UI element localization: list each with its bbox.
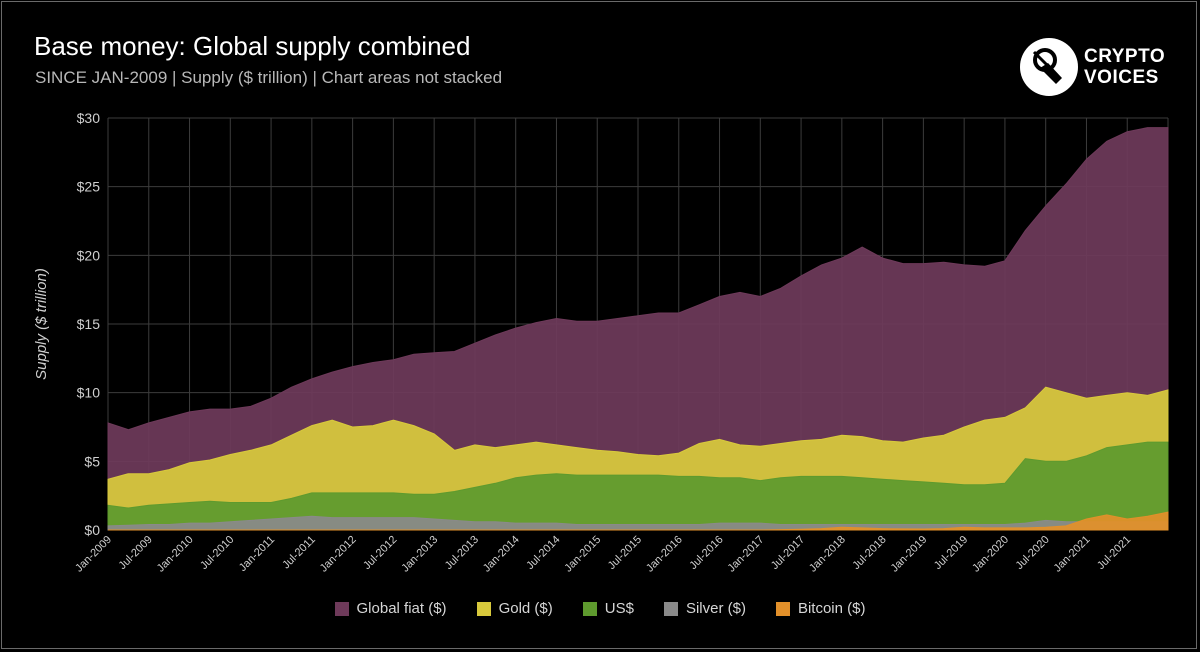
legend: Global fiat ($) Gold ($) US$ Silver ($) Bitc… [0, 600, 1200, 617]
legend-item-usd: US$ [582, 600, 634, 617]
x-tick-label: Jan-2015 [562, 534, 603, 575]
legend-swatch [334, 601, 349, 616]
x-tick-label: Jan-2014 [481, 534, 522, 575]
logo: CRYPTO VOICES [1020, 38, 1180, 98]
legend-swatch [775, 601, 790, 616]
legend-swatch [582, 601, 597, 616]
y-tick-label: $5 [84, 453, 100, 469]
x-tick-label: Jul-2009 [117, 534, 155, 572]
legend-item-silver: Silver ($) [663, 600, 746, 617]
x-tick-label: Jul-2015 [606, 534, 644, 572]
x-tick-label: Jul-2019 [932, 534, 970, 572]
legend-item-bitcoin: Bitcoin ($) [775, 600, 866, 617]
y-axis-label: Supply ($ trillion) [33, 268, 50, 380]
y-tick-label: $0 [84, 522, 100, 538]
legend-swatch [476, 601, 491, 616]
x-tick-label: Jul-2014 [524, 534, 562, 572]
x-tick-label: Jul-2017 [769, 534, 807, 572]
y-axis: $0 $5 $10 $15 $20 $25 $30 [77, 110, 101, 538]
area-bitcoin [108, 511, 1169, 531]
legend-swatch [663, 601, 678, 616]
y-tick-label: $30 [77, 110, 101, 126]
x-tick-label: Jan-2012 [318, 534, 359, 575]
x-tick-label: Jul-2012 [361, 534, 399, 572]
x-axis: Jan-2009 Jul-2009 Jan-2010 Jul-2010 Jan-2011… [73, 534, 1133, 575]
x-tick-label: Jul-2011 [280, 534, 318, 572]
chart-subtitle: SINCE JAN-2009 | Supply ($ trillion) | C… [35, 68, 503, 87]
x-tick-label: Jul-2010 [198, 534, 236, 572]
area-usd [107, 441, 1169, 531]
x-tick-label: Jan-2021 [1052, 534, 1093, 575]
chart-title: Base money: Global supply combined [34, 31, 471, 61]
legend-label: US$ [604, 600, 634, 617]
y-tick-label: $15 [77, 316, 101, 332]
x-tick-label: Jan-2018 [807, 534, 848, 575]
x-tick-label: Jul-2018 [850, 534, 888, 572]
y-tick-label: $20 [77, 247, 101, 263]
series-areas [107, 127, 1169, 531]
area-chart: $0$5$10$15$20$25$30 Jan-2009 Jul-2009 Jan-… [33, 110, 1169, 575]
crypto-voices-logo-icon [1020, 38, 1078, 96]
x-tick-label: Jul-2021 [1095, 534, 1133, 572]
x-tick-label: Jan-2013 [399, 534, 440, 575]
logo-text-line1: CRYPTO [1084, 46, 1166, 67]
y-tick-label: $25 [77, 179, 101, 195]
x-tick-label: Jan-2011 [237, 534, 277, 574]
legend-label: Bitcoin ($) [797, 600, 866, 617]
x-tick-label: Jan-2016 [644, 534, 685, 575]
logo-text-line2: VOICES [1084, 67, 1159, 88]
x-tick-label: Jan-2020 [970, 534, 1011, 575]
x-tick-label: Jul-2016 [687, 534, 725, 572]
x-tick-label: Jan-2017 [726, 534, 767, 575]
y-tick-label: $10 [77, 385, 101, 401]
legend-label: Gold ($) [498, 600, 553, 617]
x-tick-label: Jul-2013 [443, 534, 481, 572]
x-tick-label: Jan-2010 [155, 534, 196, 575]
legend-label: Silver ($) [685, 600, 746, 617]
legend-label: Global fiat ($) [356, 600, 447, 617]
x-tick-label: Jan-2019 [889, 534, 930, 575]
area-silver [107, 515, 1169, 531]
x-tick-label: Jan-2009 [73, 534, 114, 575]
legend-item-gold: Gold ($) [476, 600, 553, 617]
x-tick-label: Jul-2020 [1013, 534, 1051, 572]
legend-item-global-fiat: Global fiat ($) [334, 600, 447, 617]
